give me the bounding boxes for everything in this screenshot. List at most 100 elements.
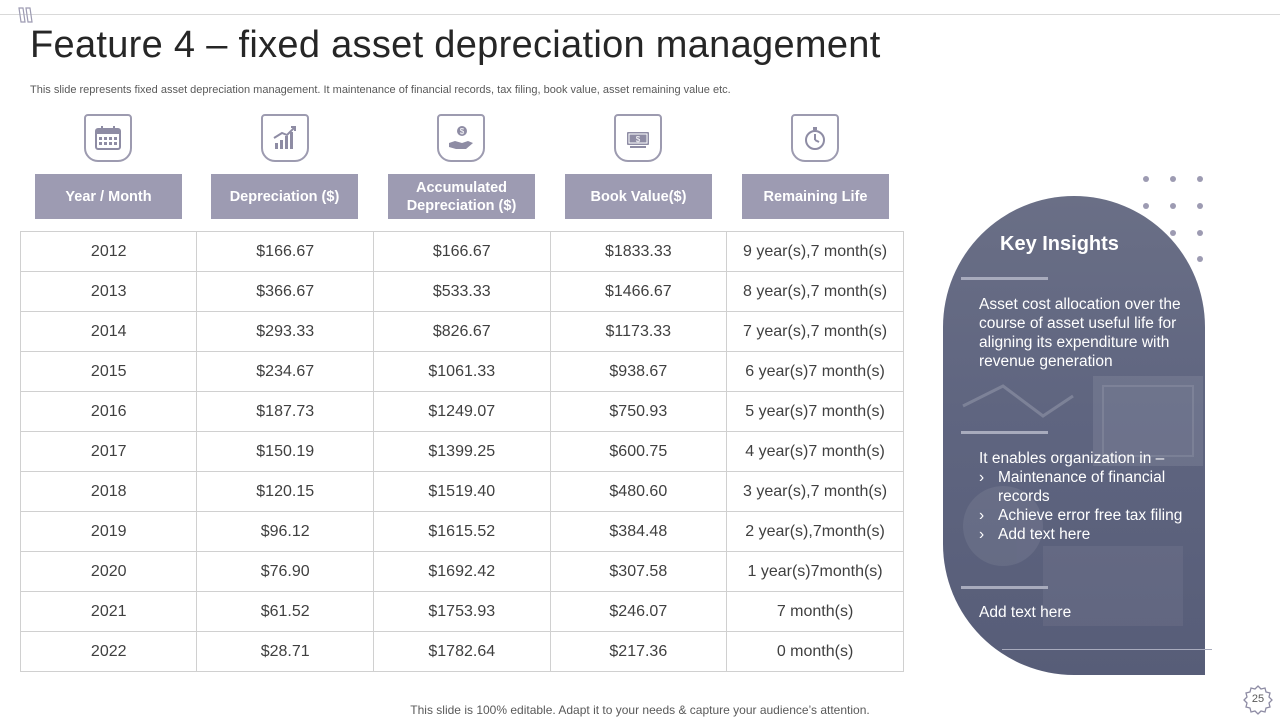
insights-bullet: Maintenance of financial records [979, 468, 1191, 506]
remaining-life-cell: 9 year(s),7 month(s) [726, 231, 904, 272]
year-cell: 2015 [19, 351, 198, 392]
year-cell: 2013 [19, 271, 198, 312]
accumulated-depreciation-cell: $826.67 [372, 311, 551, 352]
remaining-life-cell: 6 year(s)7 month(s) [726, 351, 904, 392]
insights-list-block: It enables organization in – Maintenance… [979, 449, 1191, 544]
remaining-life-cell: 8 year(s),7 month(s) [726, 271, 904, 312]
gear-icon [1243, 685, 1273, 715]
remaining-life-cell: 5 year(s)7 month(s) [726, 391, 904, 432]
year-cell: 2018 [19, 471, 198, 512]
insights-bullet-list: Maintenance of financial records Achieve… [979, 468, 1191, 544]
book-value-cell: $1833.33 [549, 231, 728, 272]
table-row: 2015 $234.67 $1061.33 $938.67 6 year(s)7 mon… [19, 351, 904, 392]
cash-icon: $ [614, 114, 662, 162]
insights-bullet: Achieve error free tax filing [979, 506, 1191, 525]
column-header-year-month: Year / Month [35, 174, 182, 219]
depreciation-table: 2012 $166.67 $166.67 $1833.33 9 year(s),7 mo… [19, 231, 904, 672]
depreciation-cell: $76.90 [196, 551, 374, 592]
accumulated-depreciation-cell: $166.67 [372, 231, 551, 272]
page-number-badge: 25 [1241, 683, 1275, 717]
year-cell: 2014 [19, 311, 198, 352]
remaining-life-cell: 4 year(s)7 month(s) [726, 431, 904, 472]
insights-bullet: Add text here [979, 525, 1191, 544]
footer-note: This slide is 100% editable. Adapt it to… [410, 703, 870, 717]
table-row: 2019 $96.12 $1615.52 $384.48 2 year(s),7mont… [19, 511, 904, 552]
year-cell: 2019 [19, 511, 198, 552]
book-value-cell: $246.07 [549, 591, 728, 632]
money-hand-icon: $ [437, 114, 485, 162]
table-row: 2017 $150.19 $1399.25 $600.75 4 year(s)7 mon… [19, 431, 904, 472]
column-header-remaining-life: Remaining Life [742, 174, 889, 219]
svg-text:$: $ [636, 135, 641, 144]
table-row: 2016 $187.73 $1249.07 $750.93 5 year(s)7 mon… [19, 391, 904, 432]
table-row: 2018 $120.15 $1519.40 $480.60 3 year(s),7 mo… [19, 471, 904, 512]
key-insights-panel: Key Insights Asset cost allocation over … [943, 196, 1205, 675]
insights-divider [961, 586, 1048, 589]
key-insights-title: Key Insights [1000, 233, 1119, 255]
logo-icon [18, 7, 33, 23]
accumulated-depreciation-cell: $1782.64 [372, 631, 551, 672]
book-value-cell: $938.67 [549, 351, 728, 392]
remaining-life-cell: 7 year(s),7 month(s) [726, 311, 904, 352]
remaining-life-cell: 2 year(s),7month(s) [726, 511, 904, 552]
insights-divider [961, 277, 1048, 280]
depreciation-cell: $166.67 [196, 231, 374, 272]
insights-divider [961, 431, 1048, 434]
depreciation-cell: $293.33 [196, 311, 374, 352]
table-row: 2022 $28.71 $1782.64 $217.36 0 month(s) [19, 631, 904, 672]
year-cell: 2020 [19, 551, 198, 592]
accumulated-depreciation-cell: $1753.93 [372, 591, 551, 632]
year-cell: 2017 [19, 431, 198, 472]
table-row: 2012 $166.67 $166.67 $1833.33 9 year(s),7 mo… [19, 231, 904, 272]
depreciation-cell: $96.12 [196, 511, 374, 552]
calendar-icon [84, 114, 132, 162]
remaining-life-cell: 1 year(s)7month(s) [726, 551, 904, 592]
accumulated-depreciation-cell: $1519.40 [372, 471, 551, 512]
page-subtitle: This slide represents fixed asset deprec… [30, 84, 731, 96]
remaining-life-cell: 7 month(s) [726, 591, 904, 632]
insights-paragraph: Asset cost allocation over the course of… [979, 296, 1181, 370]
page-number: 25 [1251, 693, 1265, 705]
insights-closing: Add text here [979, 604, 1072, 621]
column-header-accumulated-depreciation: Accumulated Depreciation ($) [388, 174, 535, 219]
depreciation-cell: $150.19 [196, 431, 374, 472]
insights-intro: It enables organization in – [979, 450, 1165, 467]
book-value-cell: $1466.67 [549, 271, 728, 312]
remaining-life-cell: 3 year(s),7 month(s) [726, 471, 904, 512]
book-value-cell: $217.36 [549, 631, 728, 672]
year-cell: 2016 [19, 391, 198, 432]
remaining-life-cell: 0 month(s) [726, 631, 904, 672]
svg-text:$: $ [460, 127, 465, 136]
accumulated-depreciation-cell: $1061.33 [372, 351, 551, 392]
column-header-book-value: Book Value($) [565, 174, 712, 219]
book-value-cell: $750.93 [549, 391, 728, 432]
depreciation-cell: $61.52 [196, 591, 374, 632]
depreciation-cell: $187.73 [196, 391, 374, 432]
book-value-cell: $384.48 [549, 511, 728, 552]
book-value-cell: $600.75 [549, 431, 728, 472]
accumulated-depreciation-cell: $1399.25 [372, 431, 551, 472]
accumulated-depreciation-cell: $1615.52 [372, 511, 551, 552]
page-title: Feature 4 – fixed asset depreciation man… [30, 24, 881, 66]
depreciation-cell: $234.67 [196, 351, 374, 392]
accumulated-depreciation-cell: $533.33 [372, 271, 551, 312]
panel-baseline [1002, 649, 1212, 650]
stopwatch-icon [791, 114, 839, 162]
book-value-cell: $480.60 [549, 471, 728, 512]
table-row: 2020 $76.90 $1692.42 $307.58 1 year(s)7month… [19, 551, 904, 592]
accumulated-depreciation-cell: $1692.42 [372, 551, 551, 592]
depreciation-cell: $120.15 [196, 471, 374, 512]
book-value-cell: $307.58 [549, 551, 728, 592]
year-cell: 2021 [19, 591, 198, 632]
depreciation-cell: $28.71 [196, 631, 374, 672]
year-cell: 2012 [19, 231, 198, 272]
table-row: 2013 $366.67 $533.33 $1466.67 8 year(s),7 mo… [19, 271, 904, 312]
growth-chart-icon [261, 114, 309, 162]
column-header-depreciation: Depreciation ($) [211, 174, 358, 219]
accumulated-depreciation-cell: $1249.07 [372, 391, 551, 432]
book-value-cell: $1173.33 [549, 311, 728, 352]
depreciation-cell: $366.67 [196, 271, 374, 312]
table-row: 2021 $61.52 $1753.93 $246.07 7 month(s) [19, 591, 904, 632]
table-row: 2014 $293.33 $826.67 $1173.33 7 year(s),7 mo… [19, 311, 904, 352]
year-cell: 2022 [19, 631, 198, 672]
